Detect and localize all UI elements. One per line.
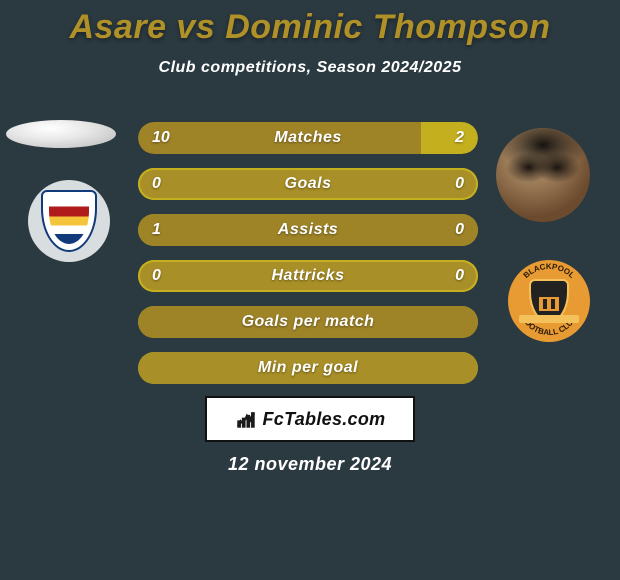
stat-value-right: 0	[455, 175, 464, 193]
stat-row: Hattricks0 0	[138, 260, 478, 292]
stat-row: Matches10 2	[138, 122, 478, 154]
stat-row: Min per goal	[138, 352, 478, 384]
stat-label: Min per goal	[138, 359, 478, 377]
stat-label: Goals per match	[138, 313, 478, 331]
stat-label: Hattricks	[138, 267, 478, 285]
stat-row: Goals0 0	[138, 168, 478, 200]
stat-label: Goals	[138, 175, 478, 193]
stat-row: Assists1 0	[138, 214, 478, 246]
stat-value-right: 2	[455, 129, 464, 147]
stat-value-right: 0	[455, 221, 464, 239]
player-left-photo	[6, 120, 116, 148]
footer-date: 12 november 2024	[0, 454, 620, 475]
source-logo: FcTables.com	[205, 396, 415, 442]
stat-value-left: 1	[152, 221, 161, 239]
crest-inner-icon	[529, 279, 569, 323]
stats-bars: Matches102Goals00Assists10Hattricks00Goa…	[138, 122, 478, 398]
page-title: Asare vs Dominic Thompson	[0, 0, 620, 47]
player-right-photo	[496, 128, 590, 222]
crest-text-top: BLACKPOOL	[522, 262, 577, 280]
bars-chart-icon	[235, 408, 257, 430]
shield-icon	[41, 190, 97, 252]
stat-value-left: 10	[152, 129, 170, 147]
stat-label: Matches	[138, 129, 478, 147]
club-crest-right: BLACKPOOL FOOTBALL CLUB	[508, 260, 590, 342]
shield-stripes	[49, 198, 89, 244]
club-crest-left	[28, 180, 110, 262]
waves-icon	[539, 297, 559, 311]
stat-value-left: 0	[152, 175, 161, 193]
comparison-card: Asare vs Dominic Thompson Club competiti…	[0, 0, 620, 580]
stat-value-left: 0	[152, 267, 161, 285]
stat-label: Assists	[138, 221, 478, 239]
stat-row: Goals per match	[138, 306, 478, 338]
subtitle: Club competitions, Season 2024/2025	[0, 59, 620, 77]
source-logo-text: FcTables.com	[263, 409, 386, 430]
stat-value-right: 0	[455, 267, 464, 285]
ribbon-icon	[519, 315, 579, 323]
